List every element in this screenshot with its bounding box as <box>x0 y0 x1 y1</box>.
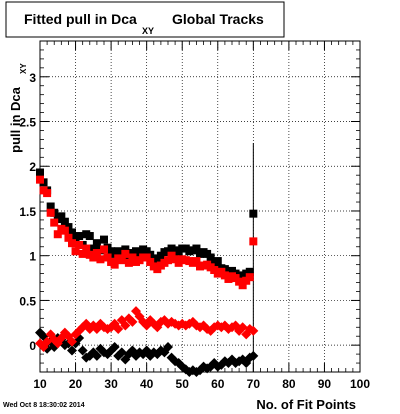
data-point-square-s1 <box>206 253 215 262</box>
data-point-square-s1 <box>60 217 69 226</box>
data-point-square-s2 <box>121 249 130 258</box>
data-point-square-s2 <box>96 255 105 264</box>
data-point-square-s2 <box>117 256 126 265</box>
data-point-square-s2 <box>238 281 247 290</box>
data-point-square-s1 <box>85 232 94 241</box>
data-marks <box>35 142 259 377</box>
data-point-square-s2 <box>46 208 55 217</box>
y-tick-label: 2 <box>29 160 36 174</box>
data-point-square-s2 <box>103 253 112 262</box>
data-point-square-s2 <box>245 273 254 282</box>
x-tick-label: 70 <box>247 377 261 391</box>
y-axis-label-sub: XY <box>19 63 28 74</box>
data-point-square-s2 <box>146 257 155 266</box>
x-tick-label: 80 <box>282 377 296 391</box>
data-point-square-s1 <box>36 168 44 177</box>
data-point-diamond-s4 <box>248 325 259 336</box>
data-point-square-s1 <box>249 209 258 218</box>
y-tick-label: 3 <box>29 71 36 85</box>
data-point-square-s2 <box>192 257 201 266</box>
data-point-diamond-s4 <box>113 324 124 335</box>
data-point-square-s1 <box>57 212 66 221</box>
data-point-diamond-s4 <box>127 316 138 327</box>
data-point-square-s1 <box>75 232 84 241</box>
data-point-square-s2 <box>82 244 91 253</box>
y-tick-label: 1 <box>29 250 36 264</box>
x-tick-label: 60 <box>211 377 225 391</box>
data-point-diamond-s3 <box>163 341 173 352</box>
data-point-square-s1 <box>213 257 222 266</box>
data-point-square-s2 <box>164 256 172 265</box>
x-tick-label: 90 <box>318 377 332 391</box>
x-axis-label: No. of Fit Points <box>256 397 356 412</box>
y-axis-label-group: pull in Dca XY <box>8 63 28 153</box>
x-tick-label: 100 <box>350 377 370 391</box>
data-point-square-s2 <box>43 189 52 198</box>
chart-title-main: Fitted pull in Dca <box>24 11 137 27</box>
data-point-square-s2 <box>68 239 76 248</box>
data-point-square-s2 <box>50 218 59 227</box>
data-point-square-s1 <box>100 235 108 244</box>
y-tick-label: 0.5 <box>19 294 36 308</box>
data-point-square-s2 <box>124 258 133 267</box>
data-point-square-s2 <box>64 233 73 242</box>
data-point-diamond-s3 <box>77 345 88 356</box>
data-point-diamond-s4 <box>67 336 77 347</box>
data-point-square-s2 <box>75 240 84 249</box>
title-box <box>5 1 285 38</box>
data-point-square-s2 <box>128 253 137 262</box>
data-point-diamond-s4 <box>42 336 53 347</box>
data-point-diamond-s3 <box>116 347 127 358</box>
chart-title-suffix: Global Tracks <box>172 11 264 27</box>
data-point-diamond-s3 <box>109 341 120 352</box>
data-point-square-s1 <box>245 267 254 276</box>
data-point-diamond-s4 <box>120 320 131 331</box>
data-point-diamond-s4 <box>237 322 248 333</box>
tick-labels: 10 20 30 40 50 60 70 80 90 100 0 0.5 1 1.5 2 2.5 3 <box>19 71 370 391</box>
y-axis-label: pull in Dca <box>8 86 23 153</box>
data-point-square-s2 <box>71 247 80 256</box>
timestamp: Wed Oct 8 18:30:02 2014 <box>3 402 85 409</box>
y-tick-label: 1.5 <box>19 205 36 219</box>
x-tick-label: 10 <box>33 377 47 391</box>
data-point-square-s1 <box>121 245 130 254</box>
x-tick-label: 20 <box>69 377 83 391</box>
data-point-diamond-s3 <box>91 350 102 361</box>
data-point-square-s1 <box>89 244 98 253</box>
data-point-square-s1 <box>46 202 55 211</box>
data-point-square-s2 <box>78 249 87 258</box>
data-point-square-s2 <box>142 253 151 262</box>
data-point-square-s1 <box>192 244 201 253</box>
y-tick-label: 0 <box>29 339 36 353</box>
x-tick-label: 50 <box>176 377 190 391</box>
data-point-square-s1 <box>68 228 76 237</box>
data-point-diamond-s3 <box>67 345 77 356</box>
data-point-square-s2 <box>89 253 98 262</box>
data-point-square-s2 <box>110 260 119 269</box>
data-point-square-s2 <box>92 249 101 258</box>
data-point-square-s2 <box>100 245 108 254</box>
chart-title-subscript: XY <box>142 26 154 36</box>
y-tick-label: 2.5 <box>19 116 36 130</box>
data-point-square-s2 <box>53 230 62 239</box>
data-point-square-s1 <box>92 239 101 248</box>
data-point-square-s2 <box>60 226 69 235</box>
data-point-diamond-s4 <box>56 333 67 344</box>
data-point-diamond-s3 <box>248 350 259 361</box>
data-point-square-s2 <box>249 237 258 246</box>
x-tick-label: 30 <box>104 377 118 391</box>
data-point-square-s2 <box>36 175 44 184</box>
x-tick-label: 40 <box>140 377 154 391</box>
